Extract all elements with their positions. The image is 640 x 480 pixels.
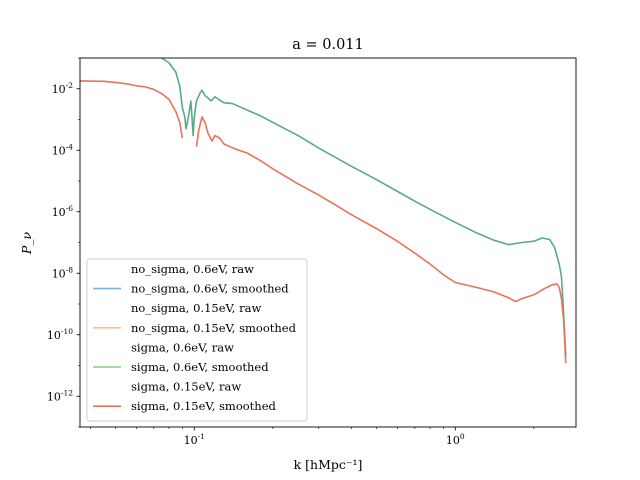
legend-entry-label: no_sigma, 0.6eV, smoothed [131,282,289,296]
y-tick-label: 10-10 [47,327,73,342]
y-tick-label: 10-12 [47,388,73,403]
y-tick-label: 10-4 [52,142,74,157]
legend-entry-label: no_sigma, 0.6eV, raw [131,262,254,276]
y-axis: 10-12 10-10 10-8 10-6 10-4 10-2 [47,57,80,428]
y-tick-label: 10-6 [52,204,74,219]
legend-entry-label: no_sigma, 0.15eV, raw [131,301,261,315]
legend-entry-label: no_sigma, 0.15eV, smoothed [131,321,297,335]
y-axis-label: P_ν [19,231,34,255]
series-line-1-1 [195,116,567,364]
legend-box [86,258,308,422]
x-tick-label: 10-1 [184,432,205,447]
y-tick-label: 10-2 [52,81,74,96]
curves-layer [80,58,567,364]
y-tick-label: 10-8 [52,265,74,280]
x-axis-label: k [hMpc⁻¹] [294,457,363,472]
legend-entry-label: sigma, 0.6eV, raw [131,340,234,354]
chart-title: a = 0.011 [292,37,364,53]
x-tick-label: 100 [446,432,465,447]
legend-entry-label: sigma, 0.6eV, smoothed [131,360,269,374]
legend-entry-label: sigma, 0.15eV, smoothed [131,399,277,413]
series-line-0-0 [160,58,567,357]
series-line-1-0 [80,80,184,139]
legend-entry-label: sigma, 0.15eV, raw [131,380,241,394]
x-axis: 10-1 100 [90,427,535,447]
legend: no_sigma, 0.6eV, raw no_sigma, 0.6eV, smo… [86,258,308,422]
